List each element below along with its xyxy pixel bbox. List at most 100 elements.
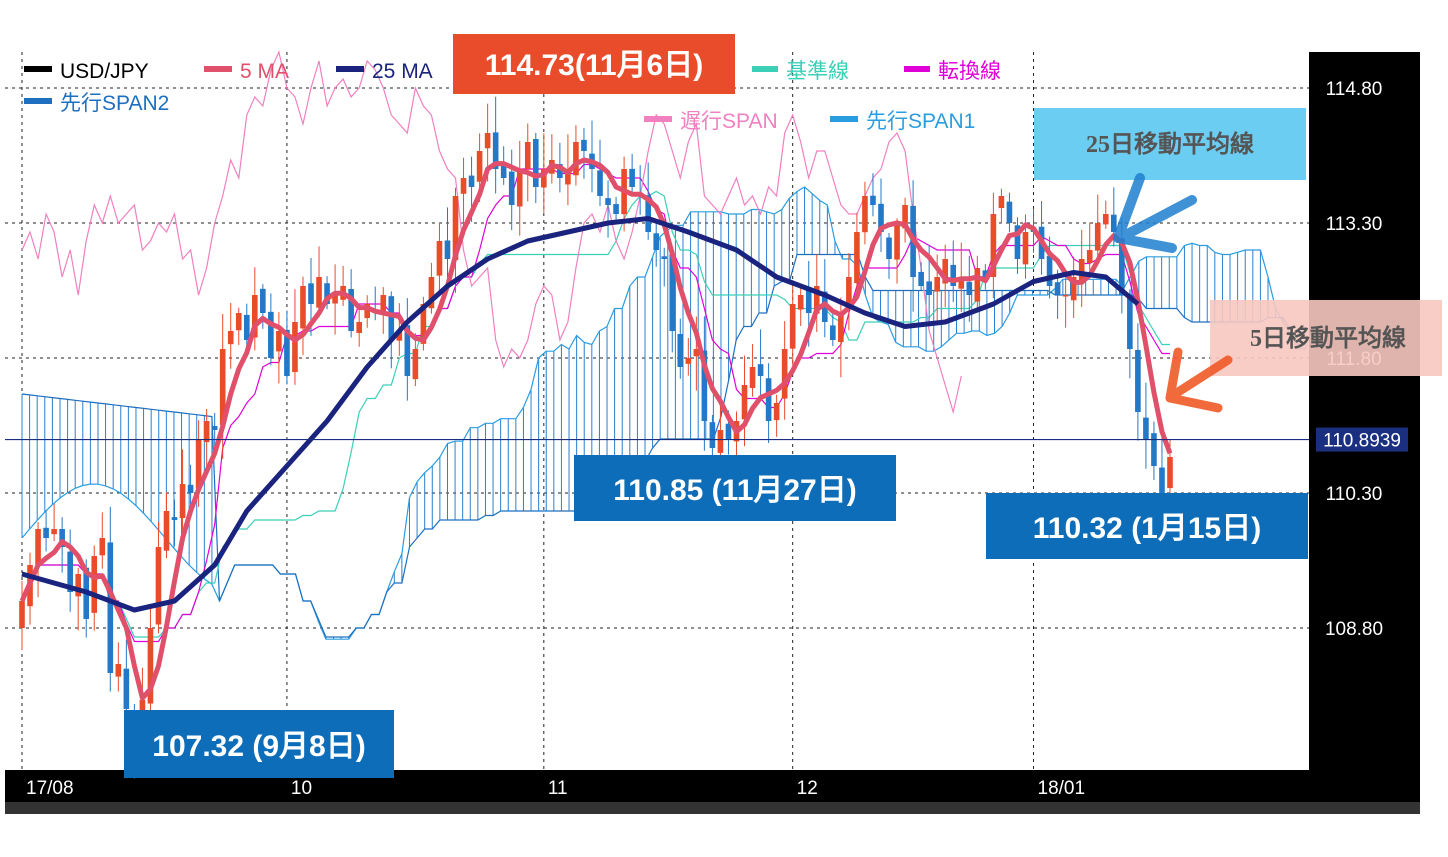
candle-body — [276, 331, 282, 352]
y-tick-label: 114.80 — [1326, 79, 1383, 100]
candle-body — [35, 529, 41, 565]
candle-body — [958, 277, 965, 289]
candle-body — [452, 196, 459, 261]
candle-body — [436, 241, 443, 276]
candle-body — [966, 281, 973, 295]
candle-body — [982, 270, 989, 277]
candle-body — [268, 311, 274, 358]
legend-swatch — [336, 66, 364, 72]
legend-swatch — [904, 66, 930, 72]
candle-body — [789, 304, 796, 349]
annotation-text: 114.73(11月6日) — [485, 49, 703, 82]
candle-body — [926, 281, 932, 295]
legend-label: 遅行SPAN — [680, 110, 778, 133]
note-text: 5日移動平均線 — [1250, 324, 1406, 352]
candle-body — [348, 288, 354, 331]
candle-body — [211, 425, 218, 430]
candlesticks — [19, 96, 1173, 779]
candle-body — [1070, 277, 1077, 301]
annotation-box — [574, 455, 896, 521]
candle-body — [998, 196, 1005, 209]
candle-body — [597, 170, 603, 196]
candle-body — [420, 304, 427, 344]
candle-body — [709, 422, 716, 448]
candle-body — [219, 349, 226, 426]
candle-body — [356, 322, 362, 333]
candle-body — [1046, 255, 1053, 286]
y-tick-label: 113.30 — [1326, 214, 1383, 235]
candle-body — [476, 151, 483, 182]
candle-body — [773, 403, 780, 421]
annotation-box — [124, 710, 394, 778]
candle-body — [541, 169, 547, 188]
candle-body — [1014, 225, 1021, 259]
candle-body — [260, 288, 266, 313]
ma25-line — [21, 216, 1140, 613]
annotation-low-sep: 107.32 (9月8日) — [124, 710, 394, 778]
candle-body — [235, 313, 242, 331]
legend-span1: 先行SPAN1 — [830, 110, 975, 133]
candle-body — [227, 331, 234, 345]
candle-body — [19, 601, 25, 628]
candle-body — [950, 264, 957, 286]
candle-body — [380, 295, 387, 315]
candle-body — [516, 169, 523, 207]
arrow-icon — [1165, 347, 1233, 413]
legend-label: 先行SPAN1 — [866, 110, 975, 133]
candle-body — [91, 556, 98, 613]
candle-body — [396, 331, 403, 341]
candle-body — [292, 322, 298, 373]
legend-label: 25 MA — [372, 60, 433, 83]
candle-body — [645, 195, 651, 232]
legend-label: 先行SPAN2 — [60, 92, 169, 115]
candle-body — [484, 133, 491, 149]
candle-body — [894, 223, 900, 260]
candle-body — [990, 214, 997, 278]
legend-swatch — [752, 66, 778, 72]
chikou-line — [21, 50, 962, 415]
candle-body — [757, 364, 764, 376]
moving-averages — [19, 157, 1173, 701]
candle-body — [902, 205, 908, 229]
annotation-low-nov: 110.85 (11月27日) — [574, 455, 896, 521]
candle-body — [797, 295, 804, 310]
candle-body — [107, 542, 114, 673]
candle-body — [500, 164, 507, 178]
legend-label: 転換線 — [938, 60, 1001, 83]
candle-body — [846, 277, 852, 309]
candle-body — [460, 178, 467, 194]
candle-body — [725, 423, 732, 439]
candle-body — [942, 259, 949, 284]
candle-body — [147, 628, 154, 704]
candle-body — [532, 139, 539, 187]
y-tick-label: 110.30 — [1326, 484, 1383, 505]
candle-body — [67, 551, 73, 592]
candle-body — [573, 142, 579, 176]
candle-body — [781, 349, 788, 399]
annotation-box — [986, 493, 1308, 559]
candle-body — [492, 132, 499, 169]
x-tick-label: 12 — [797, 778, 818, 799]
x-tick-label: 11 — [548, 778, 568, 799]
legend-label: 基準線 — [786, 60, 849, 83]
candle-body — [187, 484, 194, 493]
candle-body — [115, 664, 122, 677]
candle-body — [51, 529, 57, 535]
candle-body — [765, 378, 772, 421]
candle-body — [284, 329, 290, 376]
candle-body — [364, 304, 371, 319]
candle-body — [444, 240, 451, 259]
candle-body — [693, 349, 700, 357]
ma5-line — [19, 157, 1173, 701]
candle-body — [179, 484, 186, 519]
candle-body — [870, 195, 876, 205]
x-axis-ticks: 17/08 10 11 12 18/01 — [26, 778, 1085, 799]
legend-5ma: 5 MA — [204, 60, 289, 83]
legend-usdjpy: USD/JPY — [24, 60, 149, 83]
candle-body — [878, 203, 884, 232]
candle-body — [524, 142, 531, 169]
note-box — [1034, 108, 1306, 180]
candle-body — [886, 237, 892, 259]
candle-body — [1127, 294, 1133, 349]
